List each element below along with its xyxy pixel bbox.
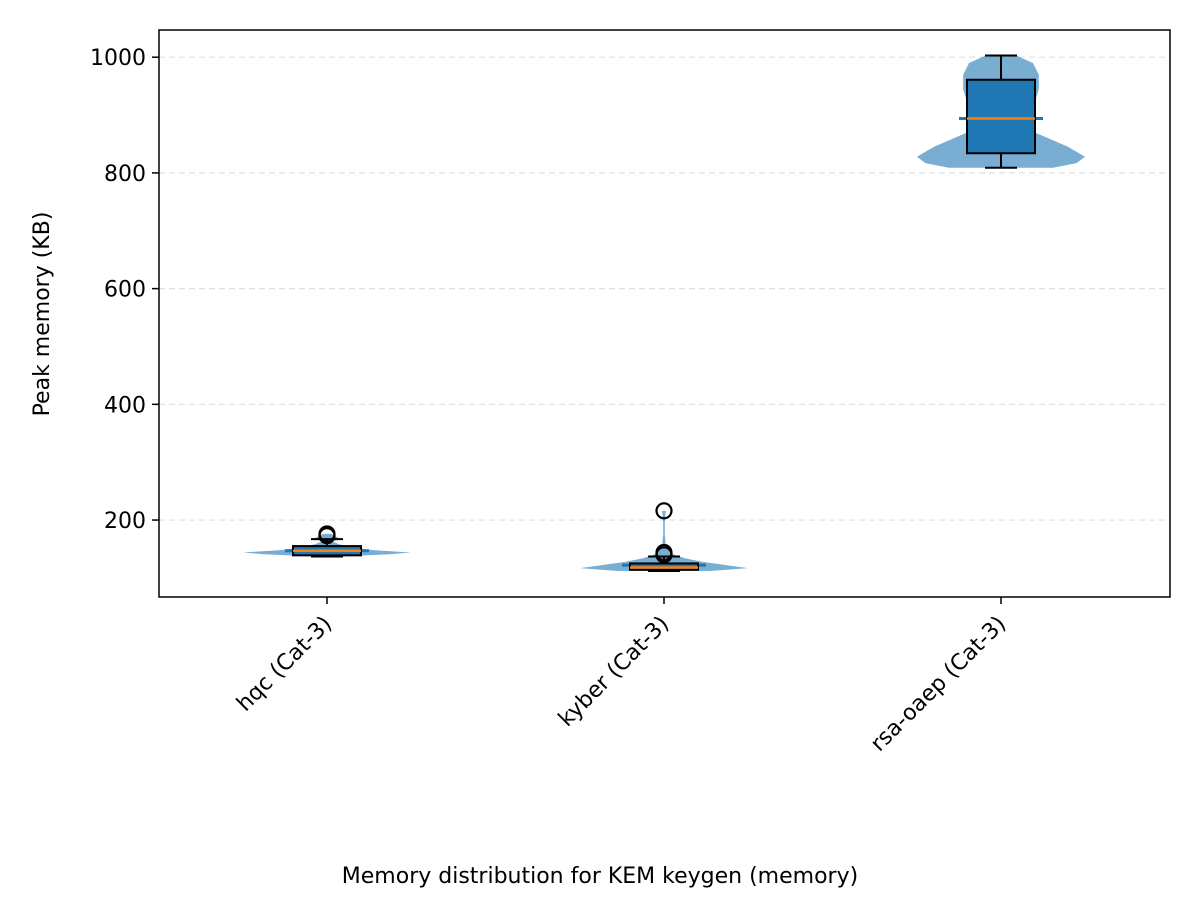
boxplots <box>292 54 1036 572</box>
violins <box>243 55 1085 571</box>
y-tick-label: 600 <box>104 278 146 303</box>
chart-caption: Memory distribution for KEM keygen (memo… <box>341 864 859 889</box>
y-tick-label: 1000 <box>90 46 146 71</box>
y-axis-ticks: 200 400 600 800 1000 <box>90 46 159 534</box>
y-tick-label: 400 <box>104 393 146 418</box>
y-tick-label: 200 <box>104 509 146 534</box>
x-axis-ticks: hqc (Cat-3) kyber (Cat-3) rsa-oaep (Cat-3) <box>232 597 1011 757</box>
box-iqr <box>966 78 1036 155</box>
y-tick-label: 800 <box>104 162 146 187</box>
outlier-point <box>655 543 673 562</box>
x-tick-label: hqc (Cat-3) <box>232 612 337 717</box>
x-tick-label: rsa-oaep (Cat-3) <box>866 612 1011 757</box>
x-tick-label: kyber (Cat-3) <box>554 612 674 732</box>
y-axis-label: Peak memory (KB) <box>30 212 55 417</box>
outlier-point <box>318 525 336 543</box>
violin-body <box>580 510 748 571</box>
outlier-point <box>655 502 673 520</box>
